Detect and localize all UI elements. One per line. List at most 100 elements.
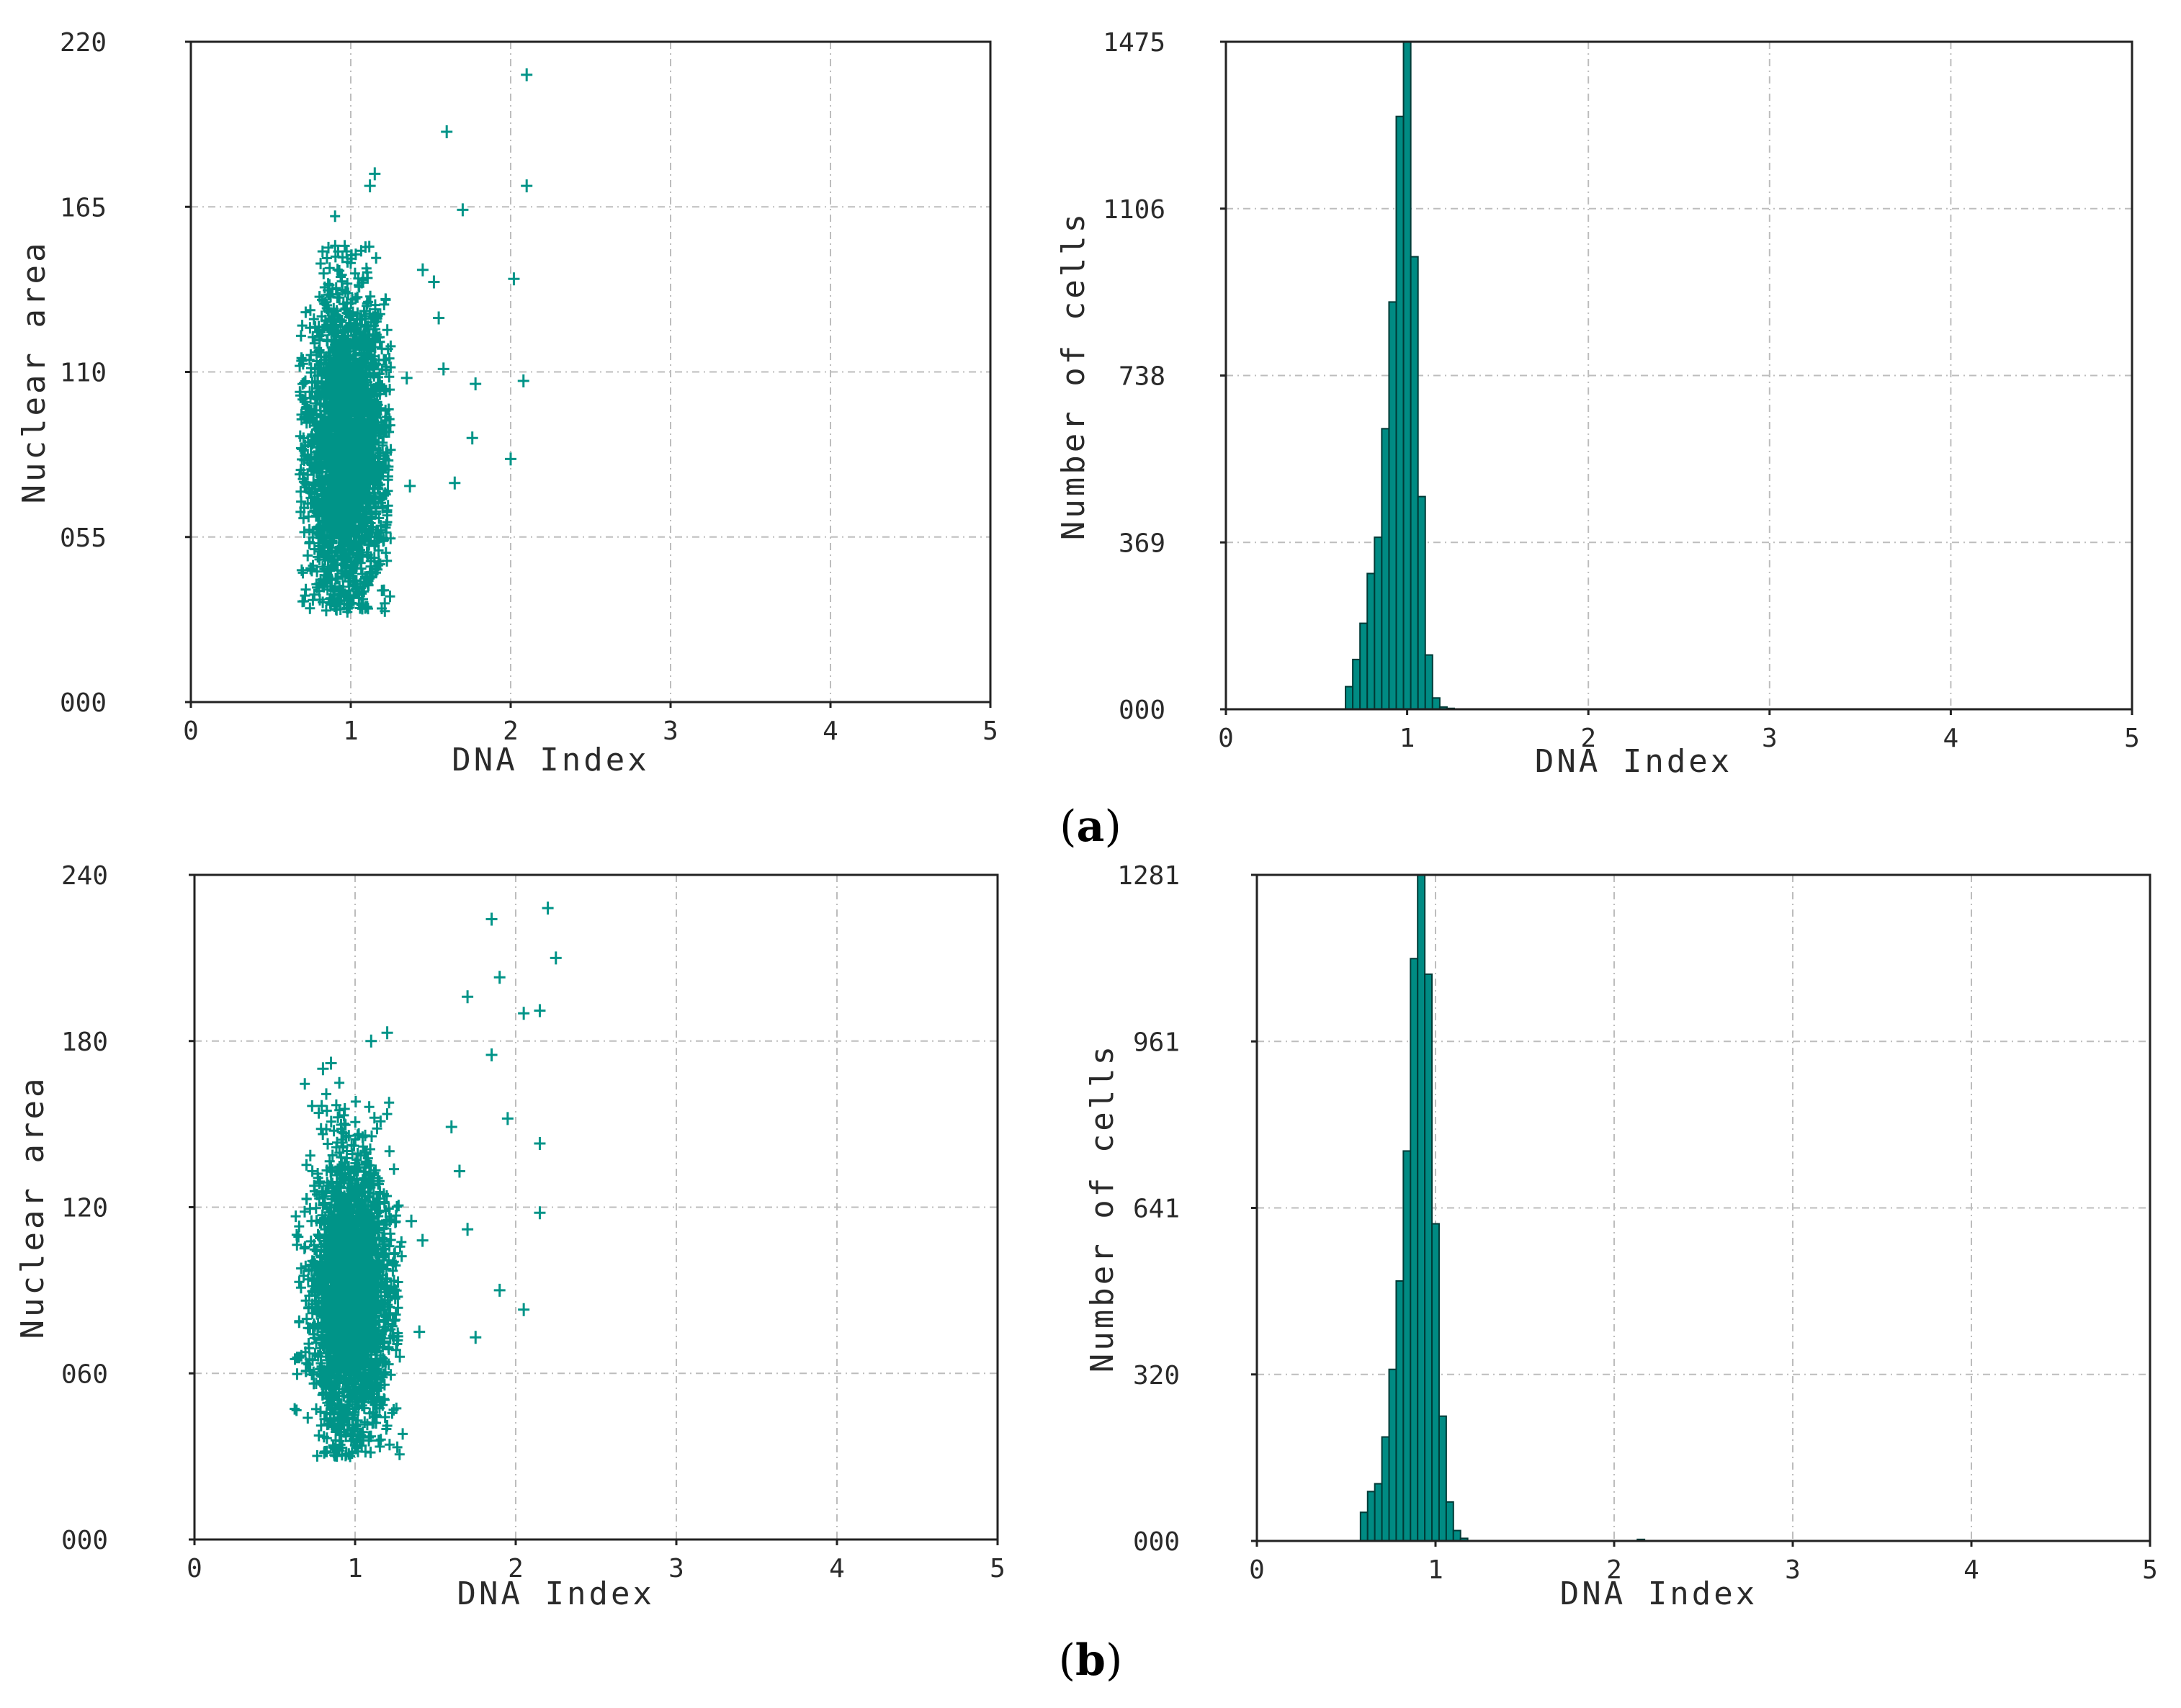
histogram-bar — [1417, 495, 1426, 710]
x-tick-label: 2 — [1606, 1555, 1622, 1585]
scatter-point — [365, 1034, 377, 1048]
scatter-point — [406, 1214, 418, 1228]
histogram-bar — [1452, 1529, 1461, 1542]
scatter-point — [505, 452, 516, 466]
histogram-bar — [1410, 256, 1419, 710]
scatter-cloud — [295, 210, 396, 618]
chart-b-histogram: 0 1 2 3 4 5 000 320 641 961 1281 DNA Index Number of… — [1084, 861, 2158, 1612]
y-tick-label: 961 — [1133, 1028, 1180, 1057]
chart-a-histogram: 0 1 2 3 4 5 000 369 738 1106 1475 DNA Index Number o… — [1055, 28, 2140, 780]
x-tick-label: 1 — [1399, 724, 1415, 753]
x-tick-label: 4 — [829, 1554, 845, 1583]
scatter-point — [466, 431, 478, 445]
scatter-point — [534, 1004, 546, 1017]
y-axis-title: Number of cells — [1055, 211, 1092, 540]
y-tick-label: 000 — [60, 688, 107, 718]
x-tick-label: 0 — [187, 1554, 202, 1583]
x-tick-label: 2 — [1580, 724, 1596, 753]
scatter-point — [437, 362, 449, 376]
scatter-point — [462, 1223, 474, 1236]
scatter-point — [441, 125, 453, 139]
scatter-point — [521, 68, 533, 81]
histogram-bars — [1345, 41, 1456, 711]
x-tick-label: 3 — [1785, 1555, 1801, 1585]
histogram-bars — [1359, 874, 1646, 1542]
scatter-point — [521, 179, 533, 193]
x-tick-label: 4 — [823, 716, 838, 746]
x-tick-label: 1 — [343, 716, 359, 746]
x-tick-label: 1 — [347, 1554, 363, 1583]
y-tick-label: 738 — [1119, 362, 1165, 392]
y-tick-label: 641 — [1133, 1195, 1180, 1224]
histogram-bar — [1410, 958, 1419, 1542]
y-tick-label: 000 — [1119, 696, 1165, 725]
scatter-point — [453, 1164, 465, 1178]
x-tick-label: 3 — [1762, 724, 1778, 753]
scatter-point — [445, 1120, 457, 1133]
histogram-bar — [1352, 658, 1361, 710]
scatter-point — [416, 1233, 429, 1247]
y-tick-label: 320 — [1133, 1361, 1180, 1390]
histogram-bar — [1388, 301, 1397, 711]
histogram-bar — [1381, 428, 1390, 710]
y-tick-label: 369 — [1119, 529, 1165, 558]
y-tick-label: 110 — [60, 359, 107, 388]
histogram-bar — [1431, 1223, 1440, 1542]
histogram-bar — [1395, 115, 1405, 710]
histogram-bar — [1424, 973, 1433, 1542]
scatter-points — [295, 68, 533, 618]
y-tick-label: 1475 — [1103, 28, 1165, 58]
histogram-bar — [1359, 1511, 1369, 1542]
histogram-bar — [1366, 572, 1376, 711]
histogram-bar — [1388, 1368, 1397, 1542]
histogram-bar — [1374, 1483, 1383, 1542]
histogram-bar — [1381, 1436, 1390, 1542]
histogram-bar — [1374, 536, 1383, 711]
y-axis-title: Nuclear area — [14, 1076, 51, 1339]
x-tick-label: 5 — [982, 716, 998, 746]
x-tick-label: 0 — [183, 716, 199, 746]
x-tick-label: 0 — [1249, 1555, 1265, 1585]
scatter-point — [485, 1048, 498, 1061]
scatter-point — [518, 1303, 530, 1316]
chart-a-scatter: 0 1 2 3 4 5 000 055 110 165 220 DNA Index Nuclear ar… — [16, 28, 998, 778]
y-axis-title: Nuclear area — [16, 241, 53, 504]
scatter-point — [428, 275, 440, 289]
histogram-bar — [1417, 874, 1426, 1542]
scatter-point — [542, 902, 554, 915]
histogram-bar — [1345, 686, 1354, 711]
y-tick-label: 055 — [60, 523, 107, 553]
y-tick-label: 220 — [60, 28, 107, 58]
y-tick-label: 180 — [61, 1028, 108, 1057]
scatter-point — [381, 1026, 393, 1040]
x-tick-label: 5 — [2124, 724, 2140, 753]
y-tick-label: 000 — [61, 1526, 108, 1555]
histogram-bar — [1366, 1491, 1376, 1542]
y-axis-title: Number of cells — [1084, 1043, 1121, 1372]
x-axis-title: DNA Index — [1535, 743, 1732, 780]
histogram-bar — [1402, 41, 1412, 710]
scatter-point — [462, 990, 474, 1004]
x-axis-title: DNA Index — [1560, 1576, 1757, 1612]
scatter-point — [413, 1325, 426, 1339]
x-tick-label: 2 — [503, 716, 519, 746]
y-tick-label: 060 — [61, 1359, 108, 1389]
panel-label-a: (a) — [1060, 801, 1121, 852]
x-tick-label: 1 — [1428, 1555, 1443, 1585]
y-tick-label: 1106 — [1103, 195, 1165, 225]
scatter-point — [550, 951, 562, 965]
y-tick-label: 120 — [61, 1194, 108, 1223]
scatter-point — [325, 1056, 337, 1070]
scatter-point — [470, 1331, 482, 1344]
x-tick-label: 2 — [508, 1554, 524, 1583]
scatter-point — [364, 179, 376, 193]
scatter-points — [290, 902, 562, 1462]
x-tick-label: 4 — [1963, 1555, 1979, 1585]
x-axis-title: DNA Index — [452, 742, 649, 778]
scatter-point — [317, 1062, 329, 1076]
scatter-point — [501, 1112, 514, 1125]
scatter-point — [493, 971, 506, 984]
histogram-bar — [1359, 622, 1369, 711]
scatter-point — [369, 167, 381, 181]
